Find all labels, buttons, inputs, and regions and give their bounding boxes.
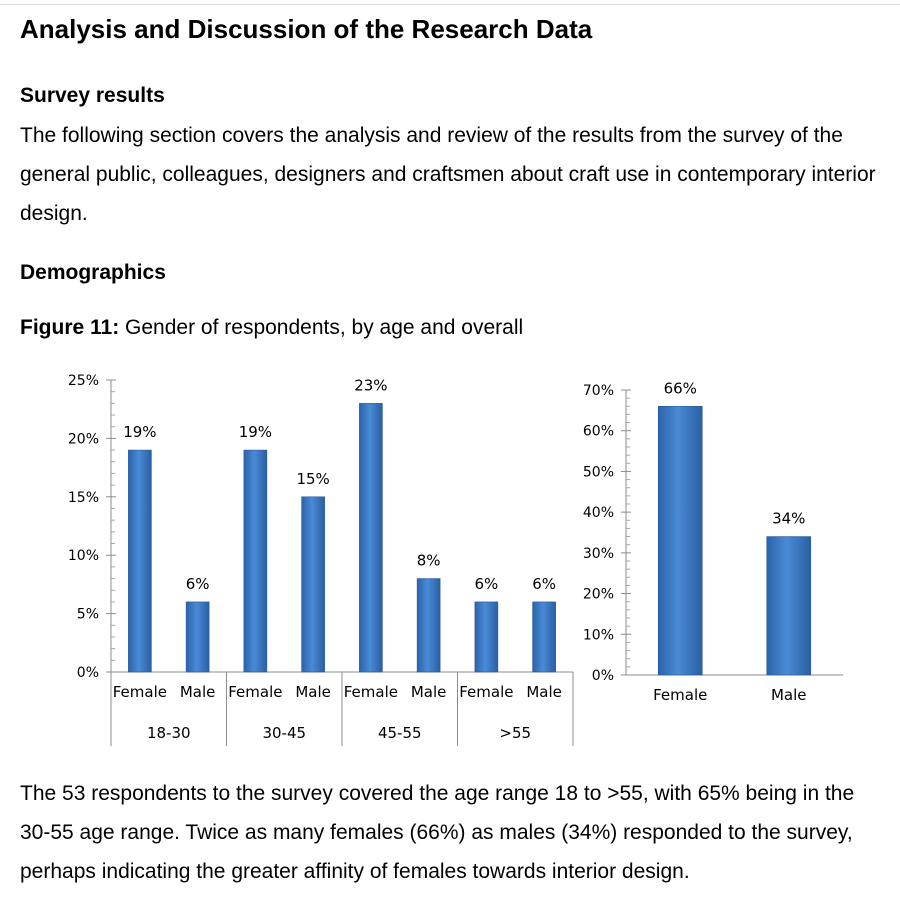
group-label: 30-45 bbox=[262, 724, 306, 742]
data-label: 66% bbox=[664, 379, 697, 397]
category-label: Female bbox=[653, 686, 707, 704]
y-tick-label: 20% bbox=[583, 587, 614, 603]
y-tick-label: 70% bbox=[583, 383, 614, 399]
chart-overall: 0% 10% 20% 30% 40% 50% 60% 70% 66% Female 34% Male bbox=[583, 379, 843, 704]
data-label: 19% bbox=[123, 423, 156, 441]
y-tick-label: 15% bbox=[68, 490, 99, 506]
section-title-demographics: Demographics bbox=[20, 261, 166, 284]
data-label: 23% bbox=[354, 376, 387, 394]
category-label: Male bbox=[295, 683, 331, 701]
section-title-survey: Survey results bbox=[20, 84, 165, 107]
bar bbox=[243, 449, 268, 673]
y-tick-label: 5% bbox=[77, 607, 99, 623]
bar bbox=[301, 496, 325, 673]
y-tick-label: 10% bbox=[583, 627, 614, 643]
y-tick-label: 50% bbox=[583, 464, 614, 480]
y-tick-label: 10% bbox=[68, 548, 99, 564]
figure-caption-text: Gender of respondents, by age and overal… bbox=[125, 316, 524, 339]
bar bbox=[185, 601, 210, 673]
category-label: Male bbox=[771, 686, 807, 704]
bar bbox=[128, 449, 152, 673]
y-tick-label: 25% bbox=[68, 373, 99, 389]
y-tick-label: 30% bbox=[583, 546, 614, 562]
gender-charts: 0% 5% 10% 15% 20% 25% 19% Female 6% Male 19% Female… bbox=[68, 373, 843, 746]
figure-label: Figure 11: bbox=[20, 316, 120, 339]
data-label: 15% bbox=[296, 470, 329, 488]
bar bbox=[766, 536, 812, 676]
survey-paragraph: The following section covers the analysi… bbox=[20, 124, 876, 225]
top-divider bbox=[0, 4, 900, 5]
y-tick-label: 0% bbox=[592, 668, 614, 684]
category-label: Male bbox=[526, 683, 562, 701]
data-label: 6% bbox=[186, 575, 210, 593]
data-label: 8% bbox=[417, 552, 441, 570]
y-tick-label: 20% bbox=[68, 431, 99, 447]
data-label: 6% bbox=[474, 575, 498, 593]
page-heading: Analysis and Discussion of the Research … bbox=[20, 14, 593, 44]
data-label: 19% bbox=[239, 423, 272, 441]
y-tick-label: 60% bbox=[583, 424, 614, 440]
bar bbox=[416, 578, 441, 673]
category-label: Male bbox=[411, 683, 447, 701]
bar bbox=[474, 601, 499, 673]
data-label: 6% bbox=[532, 575, 556, 593]
category-label: Female bbox=[344, 683, 398, 701]
data-label: 34% bbox=[772, 510, 805, 528]
category-label: Female bbox=[113, 683, 167, 701]
bar bbox=[657, 405, 703, 676]
y-tick-label: 40% bbox=[583, 505, 614, 521]
category-label: Male bbox=[180, 683, 216, 701]
category-label: Female bbox=[459, 683, 513, 701]
group-label: 18-30 bbox=[147, 724, 191, 742]
bar bbox=[532, 601, 556, 673]
category-label: Female bbox=[228, 683, 282, 701]
conclusion-paragraph: The 53 respondents to the survey covered… bbox=[20, 782, 855, 883]
y-tick-label: 0% bbox=[77, 665, 99, 681]
group-label: >55 bbox=[499, 724, 531, 742]
chart-by-age: 0% 5% 10% 15% 20% 25% 19% Female 6% Male 19% Female… bbox=[68, 373, 574, 746]
group-label: 45-55 bbox=[378, 724, 422, 742]
figure-caption: Figure 11: Gender of respondents, by age… bbox=[20, 316, 523, 340]
bar bbox=[359, 403, 383, 673]
